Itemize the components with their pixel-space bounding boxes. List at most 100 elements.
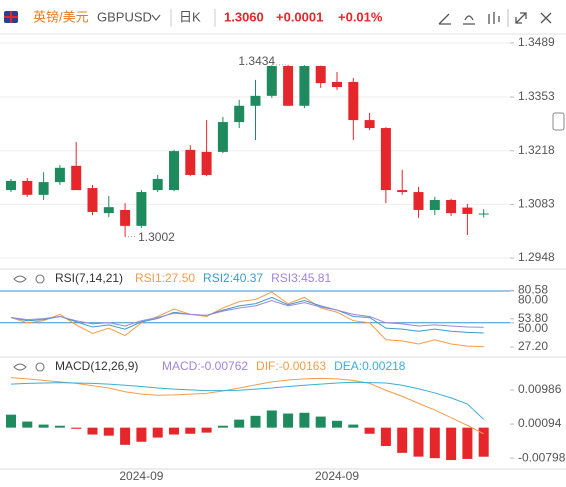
macd-bar bbox=[397, 427, 408, 453]
candle-body bbox=[380, 128, 391, 191]
macd-bar bbox=[201, 427, 212, 433]
indicator-icon[interactable] bbox=[463, 15, 475, 25]
candle-body bbox=[169, 151, 179, 191]
macd-title: MACD(12,26,9) bbox=[55, 359, 138, 373]
macd-bar bbox=[22, 421, 33, 428]
macd-bar bbox=[348, 424, 359, 428]
macd-bar bbox=[266, 410, 277, 428]
symbol-name[interactable]: 英镑/美元 bbox=[33, 9, 89, 24]
candle-body bbox=[234, 105, 245, 123]
y-tick-label: 1.3489 bbox=[518, 35, 555, 49]
rsi-title: RSI(7,14,21) bbox=[55, 271, 123, 285]
y-tick-label: 53.80 bbox=[518, 311, 548, 325]
macd-bar bbox=[54, 425, 65, 428]
candle-body bbox=[250, 95, 261, 106]
candle-body bbox=[364, 120, 375, 129]
candle-style-icon[interactable] bbox=[488, 12, 500, 24]
macd-bar bbox=[429, 427, 440, 459]
candle-body bbox=[201, 151, 212, 175]
legend-label: RSI3:45.81 bbox=[271, 271, 331, 285]
y-tick-label: 80.58 bbox=[518, 283, 548, 297]
y-tick-label: 1.3083 bbox=[518, 197, 555, 211]
candle-body bbox=[462, 207, 473, 214]
close-icon[interactable] bbox=[540, 12, 552, 24]
macd-bar bbox=[71, 427, 82, 429]
macd-bar bbox=[217, 425, 228, 428]
candle-body bbox=[217, 122, 228, 152]
settings-icon[interactable] bbox=[35, 362, 45, 372]
max-label: 1.3434 bbox=[238, 54, 275, 68]
candle-body bbox=[71, 165, 82, 191]
rsi-line bbox=[10, 300, 484, 328]
y-tick-label: 0.00986 bbox=[518, 382, 562, 396]
y-tick-label: 1.2948 bbox=[518, 250, 555, 264]
legend-label: DIF:-0.00163 bbox=[256, 359, 326, 373]
legend-label: MACD:-0.00762 bbox=[162, 359, 248, 373]
macd-bar bbox=[413, 427, 424, 457]
visibility-icon[interactable] bbox=[13, 363, 27, 371]
x-tick-label: 2024-09 bbox=[119, 469, 163, 483]
macd-bar bbox=[283, 413, 294, 428]
last-price: 1.3060 bbox=[224, 9, 264, 24]
period-selector[interactable]: 日K bbox=[179, 9, 201, 24]
y-tick-label: 27.20 bbox=[518, 339, 548, 353]
candle-body bbox=[299, 66, 310, 106]
macd-bar bbox=[315, 416, 326, 428]
dropdown-arrow[interactable] bbox=[151, 14, 161, 22]
legend-label: DEA:0.00218 bbox=[334, 359, 406, 373]
macd-bar bbox=[250, 415, 261, 428]
macd-bar bbox=[87, 427, 98, 435]
candle-body bbox=[6, 180, 16, 191]
candle-body bbox=[103, 207, 114, 214]
macd-bar bbox=[185, 427, 196, 434]
y-tick-label: 0.00094 bbox=[518, 416, 562, 430]
candle-body bbox=[315, 66, 326, 84]
candle-body bbox=[446, 200, 457, 214]
price-change-percent: +0.01% bbox=[338, 9, 383, 24]
macd-bar bbox=[120, 427, 131, 445]
candle-body bbox=[397, 190, 408, 193]
y-tick-label: 50.00 bbox=[518, 321, 548, 335]
macd-bar bbox=[152, 427, 163, 438]
legend-label: RSI1:27.50 bbox=[135, 271, 195, 285]
candle-body bbox=[332, 81, 342, 88]
candle-body bbox=[22, 180, 33, 195]
rsi-line bbox=[10, 296, 484, 334]
macd-line bbox=[10, 381, 485, 420]
side-panel-toggle[interactable] bbox=[552, 112, 565, 131]
macd-bar bbox=[234, 419, 245, 428]
macd-bar bbox=[136, 427, 147, 442]
macd-bar bbox=[380, 427, 391, 446]
macd-line bbox=[10, 377, 484, 435]
rsi-line bbox=[10, 291, 484, 348]
macd-bar bbox=[478, 427, 489, 457]
macd-bar bbox=[446, 427, 457, 461]
y-tick-label: -0.00798 bbox=[518, 450, 566, 464]
candle-body bbox=[348, 81, 359, 121]
candle-body bbox=[478, 213, 489, 215]
candle-body bbox=[152, 178, 163, 191]
macd-bar bbox=[38, 424, 49, 428]
macd-bar bbox=[332, 420, 342, 428]
macd-bar bbox=[364, 427, 375, 434]
y-tick-label: 1.3353 bbox=[518, 89, 555, 103]
draw-tool-icon[interactable] bbox=[438, 13, 451, 25]
y-tick-label: 80.00 bbox=[518, 293, 548, 307]
candle-body bbox=[38, 182, 49, 195]
candle-body bbox=[87, 188, 98, 212]
settings-icon[interactable] bbox=[35, 274, 45, 284]
macd-bar bbox=[6, 414, 16, 428]
macd-bar bbox=[299, 412, 310, 428]
candle-body bbox=[120, 209, 131, 226]
price-change: +0.0001 bbox=[276, 9, 323, 24]
header-bar: 英镑/美元 GBPUSD 日K 1.3060 +0.0001 +0.01% bbox=[4, 9, 552, 27]
fullscreen-icon[interactable] bbox=[515, 12, 527, 24]
symbol-code[interactable]: GBPUSD bbox=[97, 9, 152, 24]
candle-body bbox=[136, 192, 147, 226]
visibility-icon[interactable] bbox=[13, 275, 27, 283]
candle-body bbox=[413, 192, 424, 210]
candle-body bbox=[283, 66, 294, 106]
legend-label: RSI2:40.37 bbox=[203, 271, 263, 285]
